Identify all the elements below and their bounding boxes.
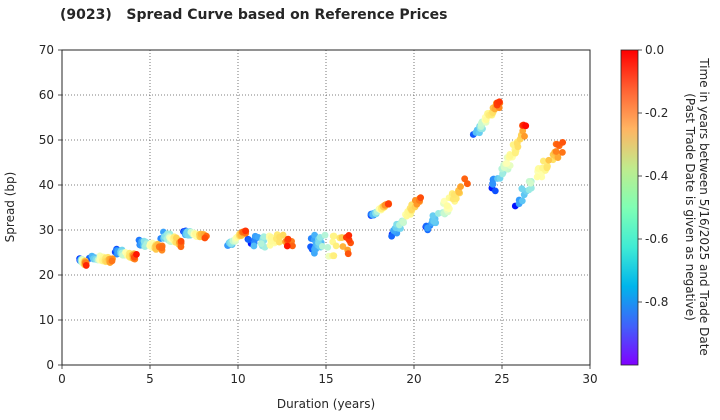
- data-point: [559, 148, 566, 156]
- data-point: [284, 235, 292, 243]
- colorbar-tick-label: -0.4: [645, 169, 668, 183]
- data-point: [177, 237, 185, 245]
- colorbar-axis: 0.0 -0.2 -0.4 -0.6 -0.8: [638, 43, 668, 309]
- data-point: [384, 200, 392, 208]
- colorbar-label-line2: (Past Trade Date is given as negative): [683, 93, 697, 321]
- data-point: [108, 257, 116, 265]
- data-point: [464, 180, 471, 188]
- data-point: [279, 231, 287, 239]
- data-point: [345, 231, 353, 239]
- data-point: [519, 127, 527, 135]
- data-point: [559, 138, 567, 146]
- y-tick-label: 60: [39, 88, 54, 102]
- data-point: [539, 157, 547, 165]
- data-point: [554, 154, 562, 161]
- data-point: [527, 179, 535, 187]
- data-point: [318, 242, 326, 250]
- data-point: [457, 183, 464, 191]
- data-point: [330, 252, 338, 260]
- y-tick-label: 50: [39, 133, 54, 147]
- data-point: [339, 243, 347, 250]
- data-point: [424, 224, 431, 232]
- y-tick-label: 30: [39, 223, 54, 237]
- data-point: [332, 242, 340, 250]
- colorbar-label-line1: Time in years between 5/16/2025 and Trad…: [697, 57, 711, 356]
- data-point: [429, 212, 437, 220]
- y-tick-label: 10: [39, 313, 54, 327]
- data-point: [289, 242, 296, 250]
- data-point: [257, 240, 265, 248]
- data-point: [82, 262, 90, 269]
- data-point: [489, 180, 497, 188]
- data-point: [267, 233, 275, 241]
- x-tick-label: 5: [146, 372, 154, 386]
- y-axis-label: Spread (bp): [3, 172, 17, 243]
- colorbar: [620, 49, 639, 366]
- data-points: [76, 98, 567, 269]
- x-tick-label: 10: [230, 372, 245, 386]
- x-tick-label: 15: [318, 372, 333, 386]
- x-tick-label: 0: [58, 372, 66, 386]
- data-point: [324, 243, 332, 251]
- data-point: [545, 156, 553, 164]
- colorbar-tick-label: -0.8: [645, 295, 668, 309]
- data-point: [499, 170, 506, 178]
- data-point: [417, 194, 425, 202]
- colorbar-tick-label: -0.6: [645, 232, 668, 246]
- data-point: [521, 132, 528, 140]
- data-point: [518, 197, 526, 205]
- y-tick-label: 20: [39, 268, 54, 282]
- colorbar-tick-label: -0.2: [645, 106, 668, 120]
- chart-title: (9023) Spread Curve based on Reference P…: [60, 7, 448, 23]
- data-point: [133, 251, 140, 258]
- data-point: [242, 227, 249, 235]
- data-point: [158, 244, 166, 252]
- data-point: [388, 232, 396, 240]
- data-point: [522, 122, 530, 130]
- data-point: [321, 231, 329, 239]
- data-point: [491, 187, 499, 195]
- colorbar-tick-label: 0.0: [645, 43, 664, 57]
- data-point: [245, 236, 252, 243]
- y-axis: 0 10 20 30 40 50 60 70: [39, 43, 62, 372]
- data-point: [177, 243, 185, 251]
- grid: [62, 50, 590, 365]
- data-point: [512, 149, 519, 157]
- x-axis: 0 5 10 15 20 25 30: [58, 365, 598, 386]
- x-axis-label: Duration (years): [277, 397, 375, 411]
- x-tick-label: 30: [582, 372, 597, 386]
- data-point: [344, 250, 352, 258]
- x-tick-label: 25: [494, 372, 509, 386]
- data-point: [443, 202, 451, 210]
- y-tick-label: 70: [39, 43, 54, 57]
- data-point: [275, 238, 283, 246]
- y-tick-label: 40: [39, 178, 54, 192]
- data-point: [250, 242, 258, 250]
- data-point: [518, 185, 526, 193]
- data-point: [201, 234, 209, 242]
- data-point: [430, 218, 438, 225]
- y-tick-label: 0: [46, 358, 54, 372]
- data-point: [455, 188, 463, 196]
- x-tick-label: 20: [406, 372, 421, 386]
- data-point: [329, 232, 337, 240]
- data-point: [543, 164, 551, 172]
- data-point: [260, 233, 268, 241]
- data-point: [503, 159, 511, 167]
- data-point: [552, 148, 560, 155]
- data-point: [283, 242, 291, 250]
- data-point: [496, 98, 503, 106]
- data-point: [399, 219, 407, 226]
- data-point: [533, 173, 541, 181]
